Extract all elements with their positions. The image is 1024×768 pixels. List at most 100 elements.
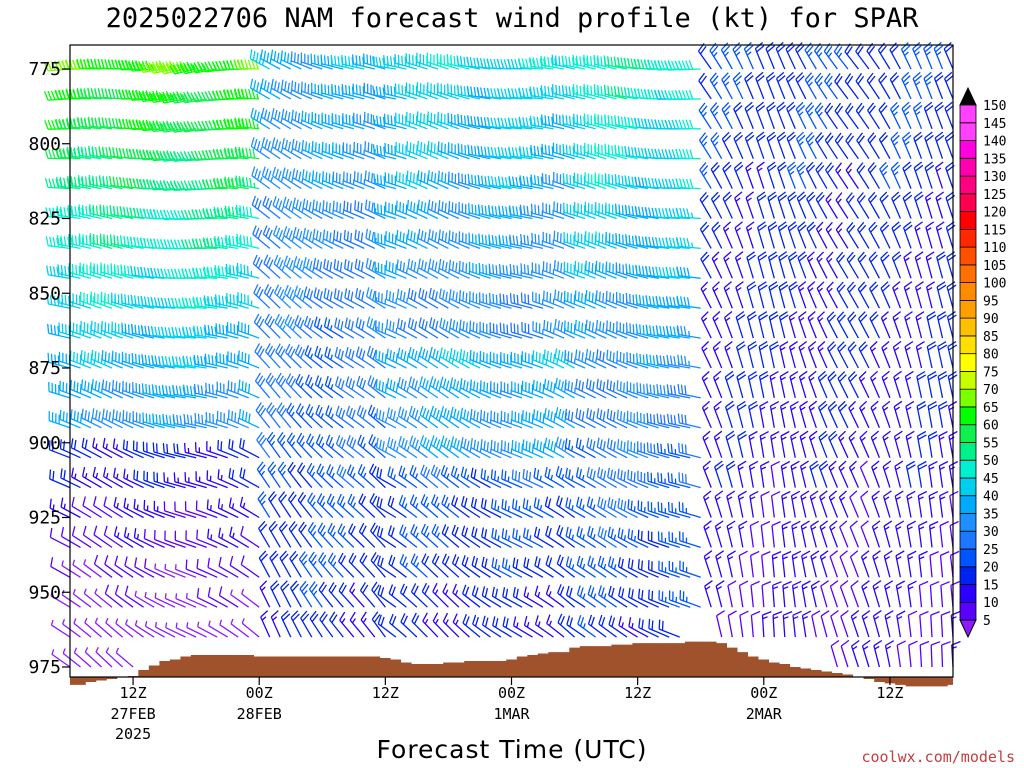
wind-barb <box>280 610 292 638</box>
wind-barb <box>202 208 228 220</box>
wind-barb <box>48 381 71 399</box>
wind-barb <box>893 430 903 458</box>
wind-barb <box>409 494 428 519</box>
wind-barb <box>195 500 218 519</box>
wind-barb <box>809 460 819 488</box>
wind-barb <box>809 490 819 518</box>
wind-barb <box>895 550 905 578</box>
wind-barb <box>584 142 607 160</box>
wind-barb <box>72 588 92 608</box>
wind-barb <box>710 161 723 189</box>
wind-barb <box>203 266 228 279</box>
wind-barb <box>185 559 207 578</box>
wind-barb <box>436 53 460 70</box>
credit-text: coolwx.com/models <box>861 748 1015 766</box>
wind-barb <box>721 131 733 159</box>
wind-barb <box>487 146 512 160</box>
wind-barb <box>872 610 882 638</box>
wind-barb <box>647 530 670 549</box>
wind-barb <box>882 460 892 488</box>
wind-barb <box>756 191 767 219</box>
wind-barb <box>563 232 586 250</box>
wind-barb <box>859 430 870 458</box>
wind-barb <box>635 264 659 279</box>
wind-barb <box>477 174 502 190</box>
wind-barb <box>785 71 796 100</box>
wind-barb <box>714 490 724 518</box>
wind-barb <box>522 468 544 489</box>
wind-barb <box>169 61 197 75</box>
wind-barb <box>500 352 523 369</box>
wind-barb <box>704 580 713 608</box>
wind-barb <box>918 520 928 548</box>
wind-barb <box>191 238 218 250</box>
wind-barb <box>871 490 881 518</box>
wind-barb <box>799 460 809 488</box>
wind-barb <box>134 620 155 638</box>
wind-barb <box>272 196 292 220</box>
wind-barb <box>291 138 313 160</box>
wind-barb <box>927 431 938 458</box>
wind-barb <box>924 131 934 159</box>
wind-barb <box>300 610 313 638</box>
wind-barb <box>709 72 723 100</box>
wind-barb <box>138 90 165 103</box>
wind-barb <box>313 316 334 339</box>
wind-barb <box>846 281 859 309</box>
wind-barb <box>583 54 607 70</box>
wind-barb <box>144 621 165 638</box>
wind-barb <box>356 405 376 429</box>
wind-barb <box>311 82 333 100</box>
wind-barb <box>71 467 92 489</box>
wind-barb <box>47 323 71 339</box>
wind-barb <box>60 526 81 548</box>
wind-barb <box>511 439 533 459</box>
wind-barb <box>427 82 449 100</box>
wind-barb <box>724 370 735 399</box>
wind-barb <box>410 583 428 608</box>
wind-barb <box>153 529 176 549</box>
wind-barb <box>297 491 313 518</box>
wind-barb <box>62 618 81 638</box>
wind-barb <box>585 378 607 399</box>
wind-barb <box>594 113 617 130</box>
wind-barb <box>605 261 628 279</box>
wind-barb <box>616 380 638 399</box>
wind-barb <box>597 585 617 608</box>
wind-barb <box>343 259 365 279</box>
wind-barb <box>416 82 439 100</box>
wind-barb <box>152 442 176 459</box>
wind-barb <box>73 647 92 668</box>
wind-barb <box>901 131 912 159</box>
wind-barb <box>855 102 870 130</box>
wind-barb <box>469 320 491 339</box>
wind-barb <box>857 251 870 279</box>
wind-barb <box>368 434 386 459</box>
wind-barb <box>228 497 250 519</box>
wind-barb <box>787 191 797 219</box>
wind-barb <box>625 292 649 309</box>
wind-barb <box>302 198 323 220</box>
wind-barb <box>112 379 134 399</box>
colorbar-swatch <box>959 495 977 514</box>
wind-barb <box>666 384 691 399</box>
wind-barb <box>905 460 916 488</box>
wind-barb <box>734 221 744 249</box>
wind-barb <box>596 408 617 429</box>
wind-barb <box>67 204 92 220</box>
wind-barb <box>70 379 92 399</box>
wind-barb <box>488 292 512 309</box>
wind-barb <box>325 434 344 459</box>
wind-barb <box>121 351 144 369</box>
wind-barb <box>301 110 323 130</box>
wind-barb <box>543 408 565 429</box>
wind-barb <box>471 585 491 608</box>
wind-barb <box>312 199 334 220</box>
wind-barb <box>398 465 418 489</box>
wind-barb <box>376 467 397 489</box>
wind-barb <box>529 115 554 130</box>
wind-barb <box>48 440 71 459</box>
wind-barb <box>800 490 810 518</box>
wind-barb <box>338 552 355 578</box>
wind-barb <box>249 49 271 70</box>
